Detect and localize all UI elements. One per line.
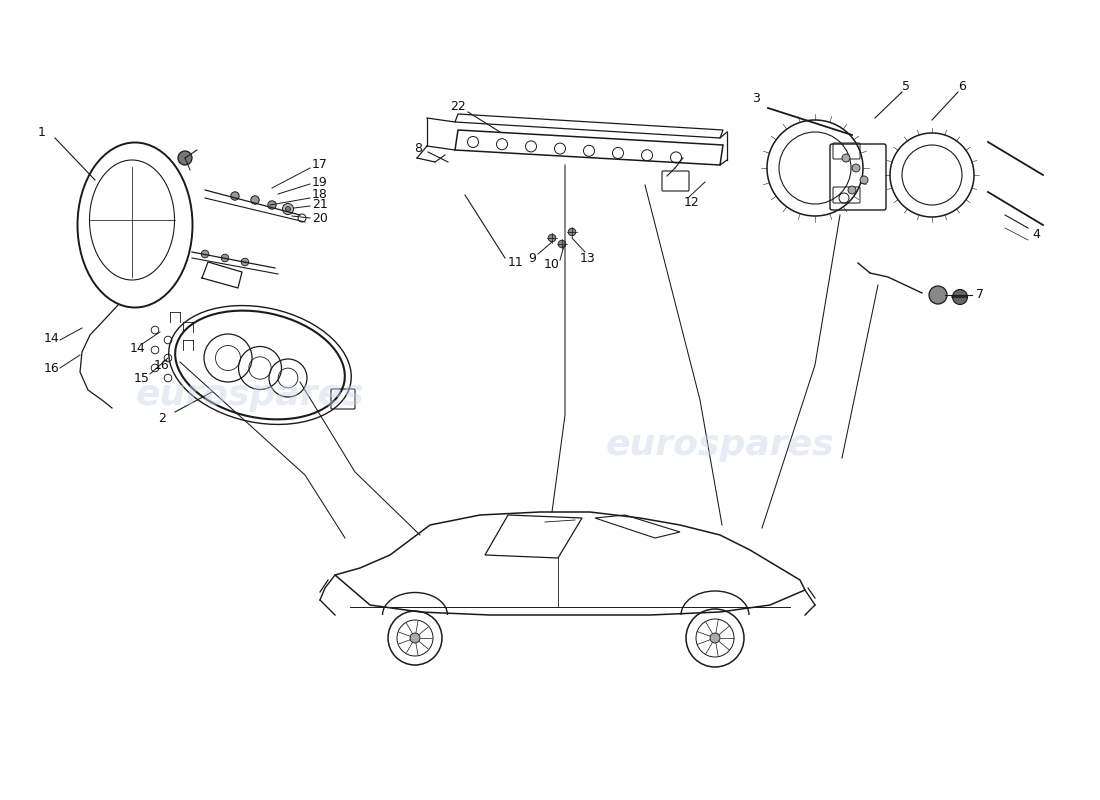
Circle shape xyxy=(231,192,239,200)
Text: 6: 6 xyxy=(958,81,966,94)
Text: 14: 14 xyxy=(130,342,146,354)
Text: 8: 8 xyxy=(414,142,422,154)
Text: eurospares: eurospares xyxy=(135,378,364,412)
Circle shape xyxy=(410,633,420,643)
Circle shape xyxy=(569,228,575,236)
Text: 18: 18 xyxy=(312,189,328,202)
Circle shape xyxy=(241,258,249,266)
Circle shape xyxy=(251,196,260,204)
Text: 19: 19 xyxy=(312,175,328,189)
Text: 4: 4 xyxy=(1032,227,1040,241)
Text: 5: 5 xyxy=(902,81,910,94)
Text: 3: 3 xyxy=(752,91,760,105)
Circle shape xyxy=(953,290,968,305)
Circle shape xyxy=(548,234,556,242)
Circle shape xyxy=(860,176,868,184)
Text: 20: 20 xyxy=(312,211,328,225)
Text: 12: 12 xyxy=(684,195,700,209)
Circle shape xyxy=(286,206,290,211)
Text: 13: 13 xyxy=(580,251,596,265)
Circle shape xyxy=(201,250,209,258)
Text: 2: 2 xyxy=(158,411,166,425)
Text: 16: 16 xyxy=(44,362,59,374)
Text: 11: 11 xyxy=(508,255,524,269)
Circle shape xyxy=(558,240,565,248)
Circle shape xyxy=(930,286,947,304)
Text: 17: 17 xyxy=(312,158,328,171)
Text: 16: 16 xyxy=(154,358,169,371)
Circle shape xyxy=(842,154,850,162)
Circle shape xyxy=(221,254,229,262)
Text: 14: 14 xyxy=(44,331,59,345)
Circle shape xyxy=(710,633,720,643)
Text: 15: 15 xyxy=(134,371,150,385)
Text: 21: 21 xyxy=(312,198,328,211)
Text: 9: 9 xyxy=(528,251,536,265)
Circle shape xyxy=(178,151,192,165)
Circle shape xyxy=(283,203,294,214)
Text: 22: 22 xyxy=(450,101,466,114)
Circle shape xyxy=(852,164,860,172)
Text: 1: 1 xyxy=(39,126,46,138)
Text: eurospares: eurospares xyxy=(606,428,834,462)
Text: 7: 7 xyxy=(976,289,984,302)
Circle shape xyxy=(267,201,276,210)
Text: 10: 10 xyxy=(544,258,560,271)
Circle shape xyxy=(848,186,856,194)
